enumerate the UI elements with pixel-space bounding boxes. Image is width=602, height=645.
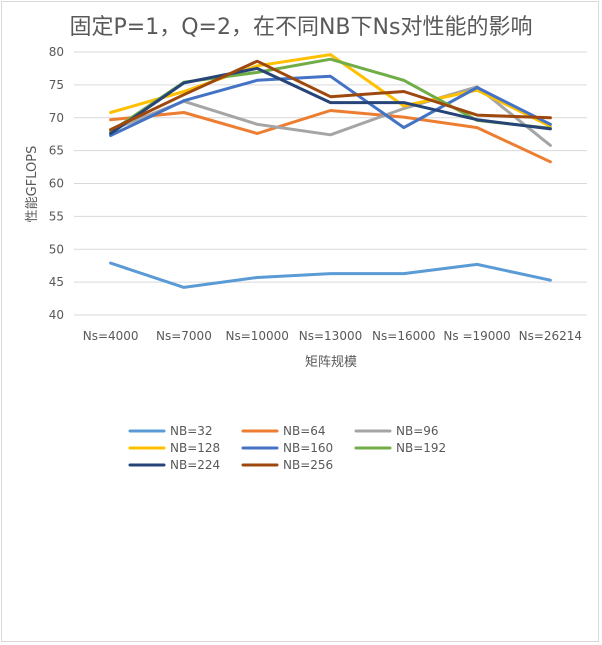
legend-label: NB=128	[170, 441, 220, 455]
y-tick-label: 40	[49, 308, 64, 322]
legend-label: NB=160	[283, 441, 333, 455]
legend-item: NB=160	[241, 441, 333, 455]
y-tick-label: 50	[49, 242, 64, 256]
legend-label: NB=224	[170, 458, 220, 472]
series-line-nb-32	[109, 261, 552, 289]
legend-item: NB=96	[354, 424, 439, 438]
x-tick-label: Ns=16000	[372, 329, 435, 343]
legend-item: NB=224	[128, 458, 220, 472]
x-axis-ticks: Ns=4000 Ns=7000 Ns=10000 Ns=13000 Ns=16000 Ns…	[83, 329, 582, 343]
y-tick-label: 45	[49, 275, 64, 289]
legend-label: NB=64	[283, 424, 326, 438]
gridlines	[74, 51, 587, 316]
series-line-nb-128	[109, 53, 552, 128]
series-line-nb-160	[109, 74, 552, 137]
x-tick-label: Ns=10000	[225, 329, 288, 343]
x-tick-label: Ns =19000	[443, 329, 510, 343]
legend-label: NB=192	[396, 441, 446, 455]
legend-item: NB=32	[128, 424, 213, 438]
x-tick-label: Ns=26214	[519, 329, 582, 343]
x-tick-label: Ns=7000	[156, 329, 212, 343]
y-tick-label: 65	[49, 144, 64, 158]
legend-label: NB=256	[283, 458, 333, 472]
legend-item: NB=64	[241, 424, 326, 438]
y-tick-label: 75	[49, 78, 64, 92]
legend-item: NB=256	[241, 458, 333, 472]
y-axis-title: 性能GFLOPS	[25, 146, 40, 223]
legend-label: NB=32	[170, 424, 213, 438]
legend: NB=32 NB=64 NB=96 NB=128 NB=160 NB=192 NB=224 N…	[128, 424, 446, 472]
series-line-nb-256	[109, 59, 552, 132]
series-line-nb-64	[109, 109, 552, 164]
x-tick-label: Ns=13000	[299, 329, 362, 343]
y-axis-ticks: 40 45 50 55 60 65 70 75 80	[49, 45, 64, 322]
series-lines	[109, 53, 552, 289]
y-tick-label: 60	[49, 177, 64, 191]
x-axis-title: 矩阵规模	[305, 355, 357, 370]
legend-item: NB=128	[128, 441, 220, 455]
y-tick-label: 70	[49, 111, 64, 125]
legend-label: NB=96	[396, 424, 439, 438]
x-tick-label: Ns=4000	[83, 329, 139, 343]
series-line-nb-224	[109, 66, 552, 135]
y-tick-label: 80	[49, 45, 64, 59]
chart-title: 固定P=1，Q=2，在不同NB下Ns对性能的影响	[70, 15, 533, 40]
legend-item: NB=192	[354, 441, 446, 455]
y-tick-label: 55	[49, 209, 64, 223]
